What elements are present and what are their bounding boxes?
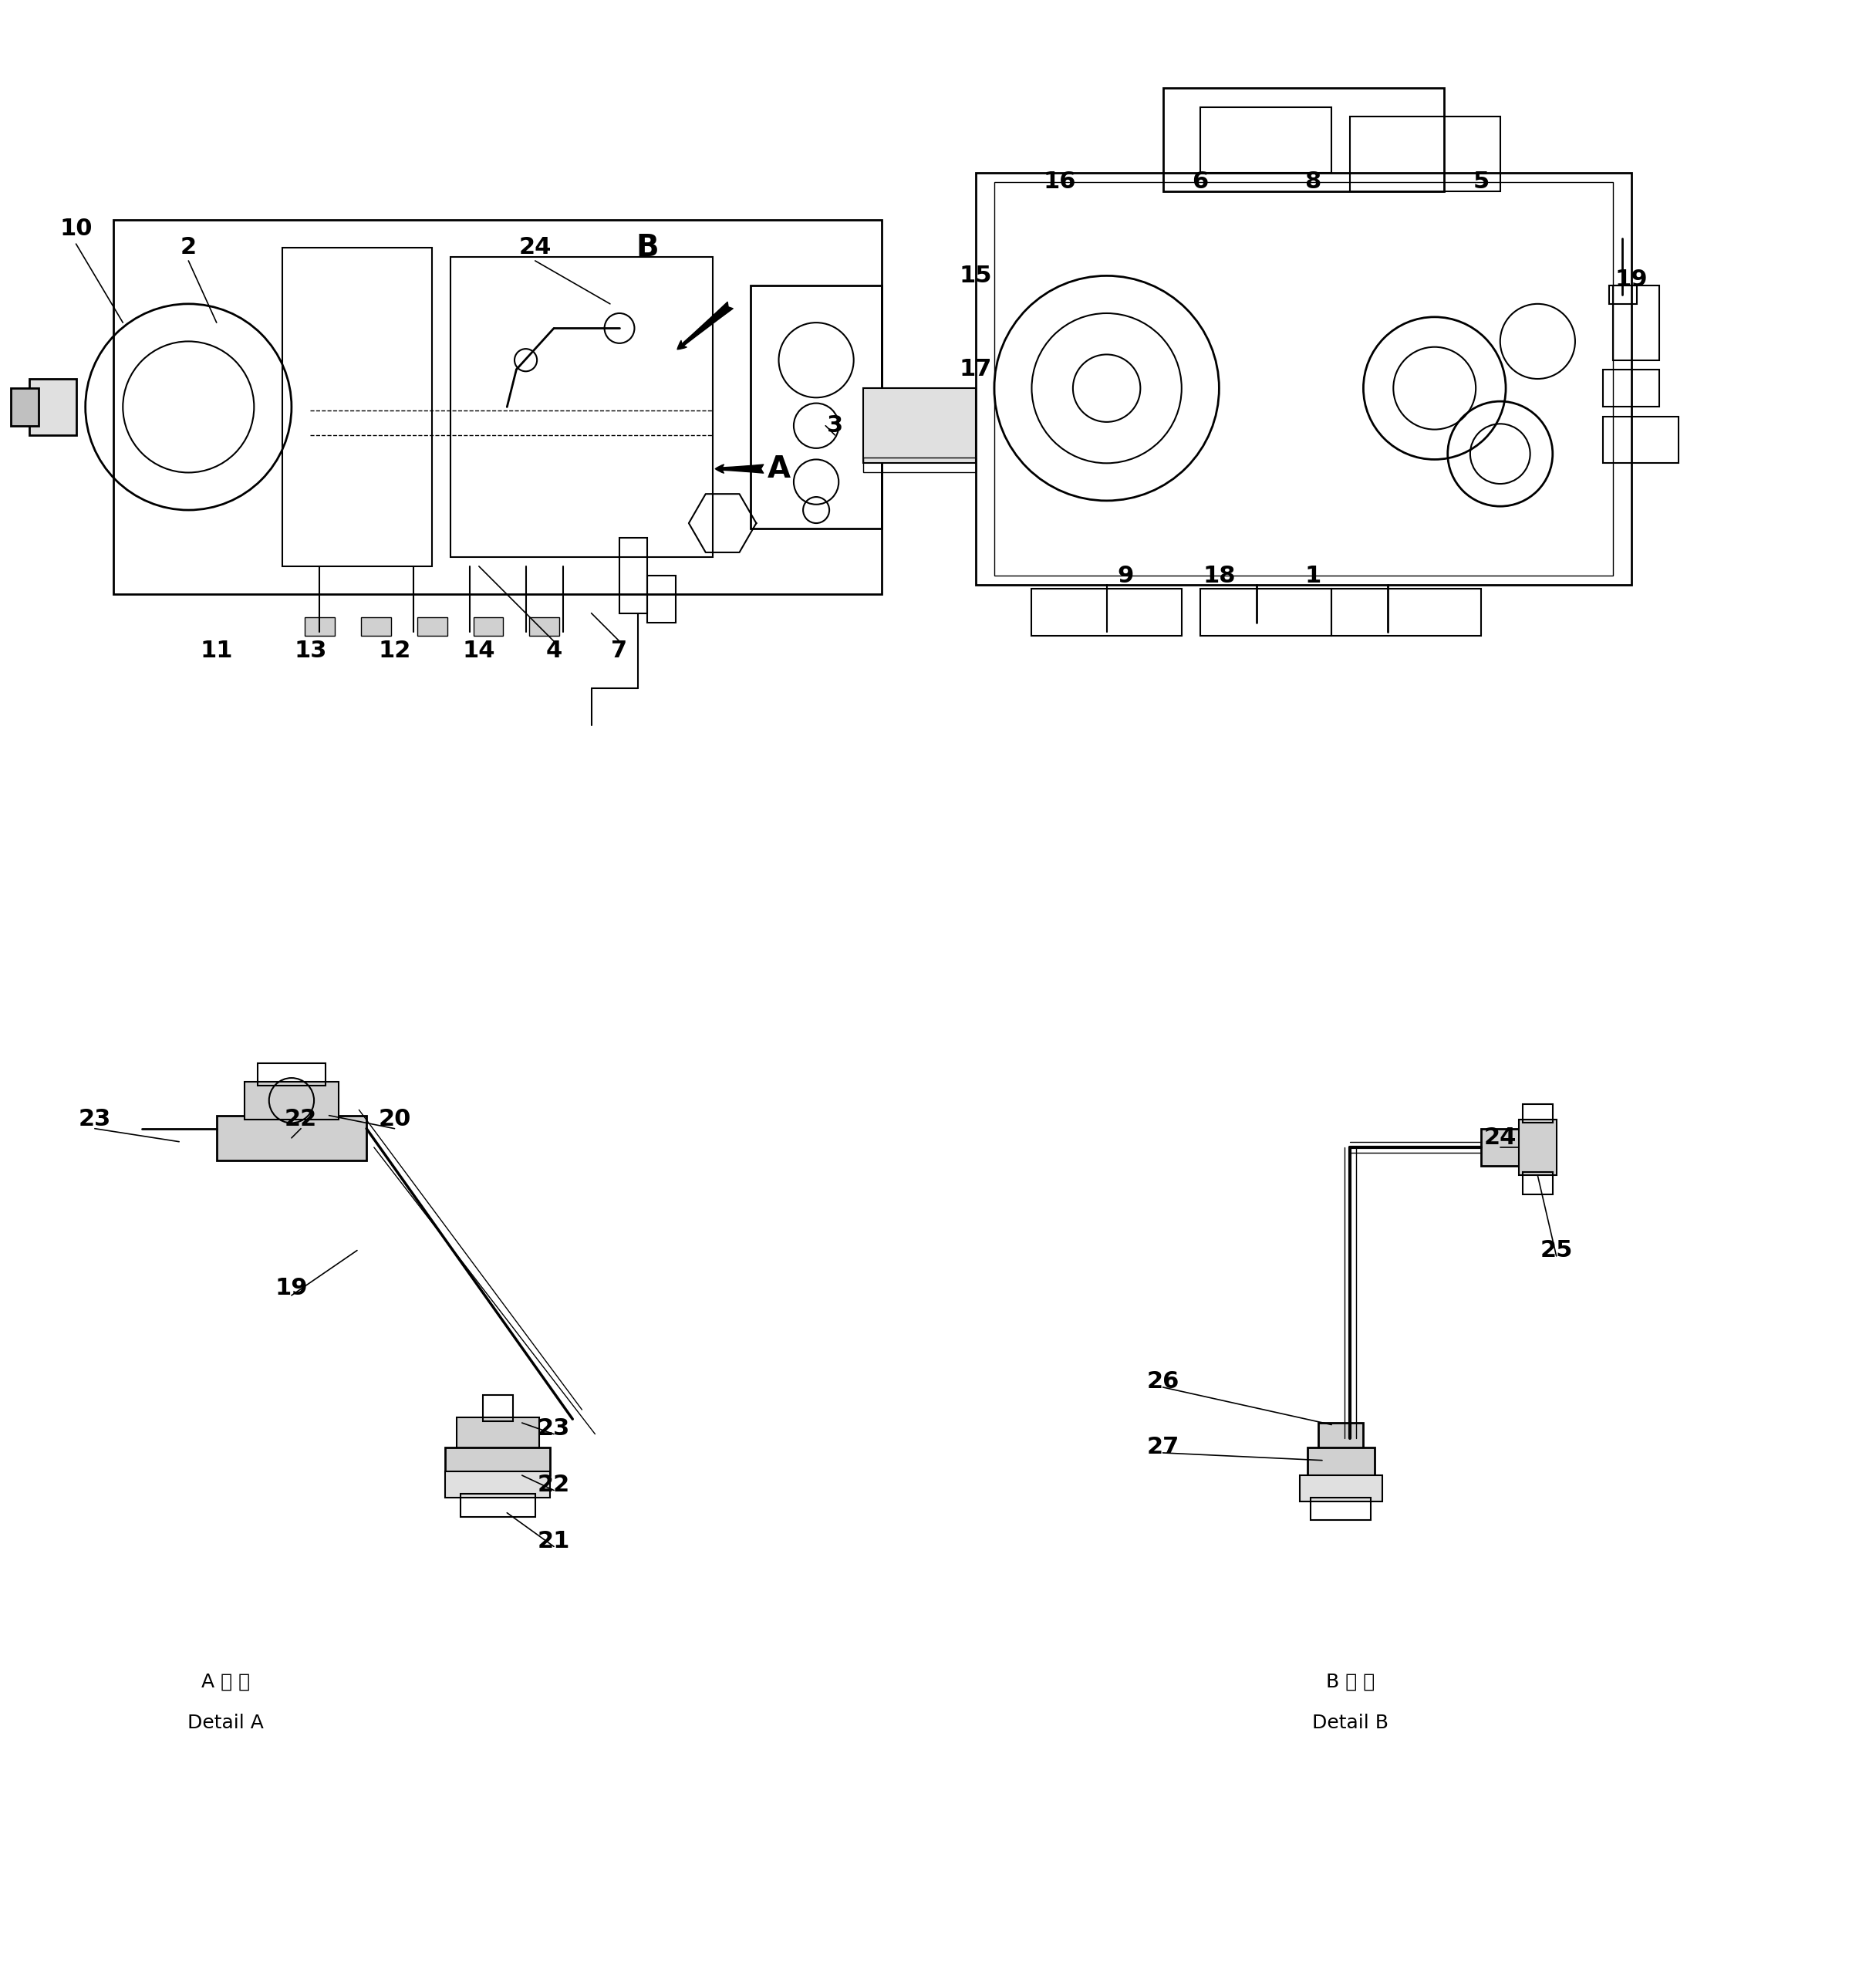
Bar bbox=[216, 1116, 366, 1160]
Bar bbox=[976, 172, 1632, 585]
Bar bbox=[529, 617, 559, 636]
Bar bbox=[257, 1063, 325, 1085]
Bar bbox=[1520, 1118, 1557, 1176]
Text: 3: 3 bbox=[827, 415, 842, 437]
Text: 23: 23 bbox=[79, 1109, 111, 1130]
Bar bbox=[456, 1417, 538, 1450]
Text: 14: 14 bbox=[463, 640, 495, 662]
Bar bbox=[460, 1494, 535, 1516]
Bar bbox=[750, 285, 882, 530]
Bar bbox=[114, 219, 882, 595]
Bar bbox=[482, 1395, 512, 1421]
Bar bbox=[994, 182, 1613, 575]
Text: 4: 4 bbox=[546, 640, 563, 662]
Bar bbox=[1610, 285, 1638, 304]
Text: 2: 2 bbox=[180, 237, 197, 259]
Bar bbox=[445, 1472, 550, 1498]
Text: 11: 11 bbox=[201, 640, 233, 662]
Bar bbox=[1308, 1446, 1375, 1480]
Bar bbox=[1613, 285, 1660, 360]
Bar bbox=[244, 1081, 338, 1118]
Text: B 詳 細: B 詳 細 bbox=[1326, 1672, 1375, 1691]
Text: 5: 5 bbox=[1473, 170, 1490, 194]
Bar bbox=[416, 617, 446, 636]
Text: A 詳 細: A 詳 細 bbox=[201, 1672, 250, 1691]
Text: 23: 23 bbox=[538, 1417, 570, 1441]
Text: 13: 13 bbox=[295, 640, 326, 662]
Bar bbox=[360, 617, 390, 636]
Bar bbox=[1604, 370, 1660, 407]
Text: 22: 22 bbox=[285, 1109, 317, 1130]
Bar bbox=[1482, 1128, 1529, 1166]
Bar bbox=[1523, 1172, 1553, 1194]
Bar bbox=[863, 387, 976, 462]
Text: 21: 21 bbox=[538, 1529, 570, 1551]
Text: 22: 22 bbox=[538, 1474, 570, 1496]
Bar bbox=[1319, 1423, 1364, 1450]
Text: 20: 20 bbox=[379, 1109, 411, 1130]
Text: 15: 15 bbox=[959, 265, 992, 287]
Text: 7: 7 bbox=[612, 640, 628, 662]
Bar bbox=[30, 379, 77, 435]
Bar bbox=[1300, 1476, 1383, 1502]
Bar bbox=[1163, 89, 1445, 192]
Bar bbox=[473, 617, 503, 636]
Bar bbox=[1332, 589, 1482, 636]
Text: 24: 24 bbox=[520, 237, 552, 259]
Bar bbox=[1351, 117, 1501, 192]
Text: 25: 25 bbox=[1540, 1239, 1572, 1261]
Text: 27: 27 bbox=[1146, 1437, 1180, 1458]
Text: 8: 8 bbox=[1304, 170, 1321, 194]
Text: 24: 24 bbox=[1484, 1126, 1516, 1150]
Text: 6: 6 bbox=[1191, 170, 1208, 194]
Bar bbox=[1201, 107, 1332, 172]
Bar bbox=[11, 387, 39, 425]
Text: A: A bbox=[767, 454, 790, 484]
Text: 9: 9 bbox=[1116, 565, 1133, 587]
Bar bbox=[863, 458, 976, 472]
Bar bbox=[1311, 1498, 1371, 1520]
Bar bbox=[450, 257, 713, 557]
Text: 18: 18 bbox=[1203, 565, 1236, 587]
Text: Detail B: Detail B bbox=[1311, 1713, 1388, 1733]
Bar bbox=[1523, 1105, 1553, 1122]
Text: 17: 17 bbox=[959, 358, 992, 381]
Text: 19: 19 bbox=[276, 1276, 308, 1298]
Text: 1: 1 bbox=[1304, 565, 1321, 587]
Text: 19: 19 bbox=[1615, 269, 1647, 290]
Bar bbox=[445, 1446, 550, 1476]
Bar bbox=[1604, 417, 1679, 462]
Text: 16: 16 bbox=[1043, 170, 1077, 194]
Bar bbox=[1032, 589, 1182, 636]
Bar bbox=[1201, 589, 1332, 636]
Text: 10: 10 bbox=[60, 217, 92, 241]
Text: B: B bbox=[636, 233, 658, 263]
Bar bbox=[619, 537, 647, 613]
Bar bbox=[304, 617, 334, 636]
Text: 12: 12 bbox=[379, 640, 411, 662]
Bar bbox=[647, 575, 675, 622]
Text: Detail A: Detail A bbox=[188, 1713, 265, 1733]
Bar bbox=[281, 247, 431, 567]
Text: 26: 26 bbox=[1146, 1371, 1180, 1393]
